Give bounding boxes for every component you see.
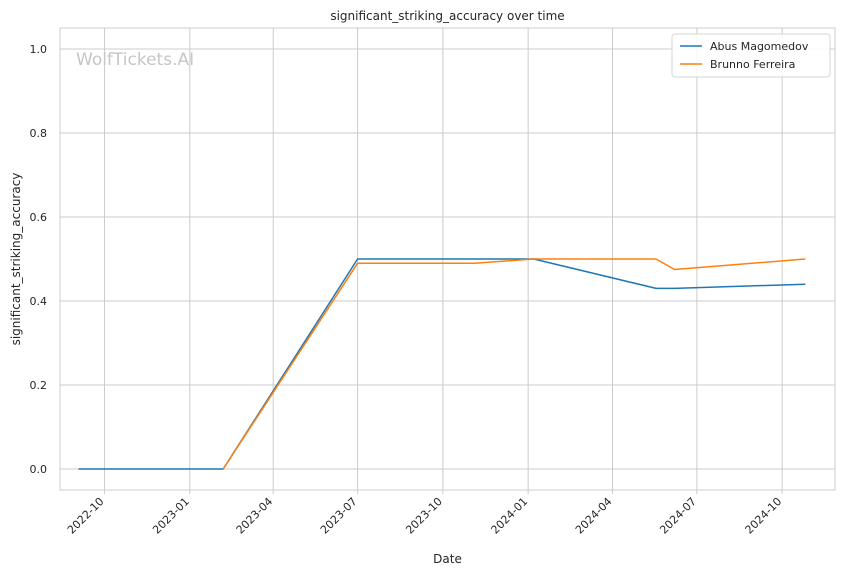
y-tick-label: 0.0 xyxy=(30,463,48,476)
x-tick-label: 2024-10 xyxy=(743,495,785,537)
y-tick-label: 0.8 xyxy=(30,127,48,140)
x-axis-label: Date xyxy=(433,552,462,566)
y-axis-ticks: 0.0 0.2 0.4 0.6 0.8 1.0 xyxy=(30,43,48,476)
chart-title: significant_striking_accuracy over time xyxy=(330,9,564,23)
legend-entry: Abus Magomedov xyxy=(710,40,809,53)
x-tick-label: 2024-07 xyxy=(657,495,699,537)
x-tick-label: 2023-10 xyxy=(403,495,445,537)
series-layer xyxy=(78,258,806,470)
series-line xyxy=(78,258,806,470)
legend: Abus Magomedov Brunno Ferreira xyxy=(671,33,831,78)
series-line xyxy=(222,258,806,470)
x-tick-label: 2024-01 xyxy=(489,495,531,537)
watermark-text: WolfTickets.AI xyxy=(76,50,194,70)
x-tick-label: 2023-01 xyxy=(150,495,192,537)
x-axis-ticks: 2022-10 2023-01 2023-04 2023-07 2023-10 2024-… xyxy=(65,490,784,537)
x-tick-label: 2022-10 xyxy=(65,495,107,537)
x-tick-label: 2023-04 xyxy=(234,495,276,537)
legend-box xyxy=(671,33,831,78)
y-tick-label: 0.2 xyxy=(30,379,48,392)
y-tick-label: 0.6 xyxy=(30,211,48,224)
x-tick-label: 2023-07 xyxy=(318,495,360,537)
x-tick-label: 2024-04 xyxy=(573,495,615,537)
legend-entry: Brunno Ferreira xyxy=(710,58,795,71)
y-tick-label: 1.0 xyxy=(30,43,48,56)
plot-frame xyxy=(59,27,836,491)
y-tick-label: 0.4 xyxy=(30,295,48,308)
y-axis-label: significant_striking_accuracy xyxy=(9,173,23,346)
